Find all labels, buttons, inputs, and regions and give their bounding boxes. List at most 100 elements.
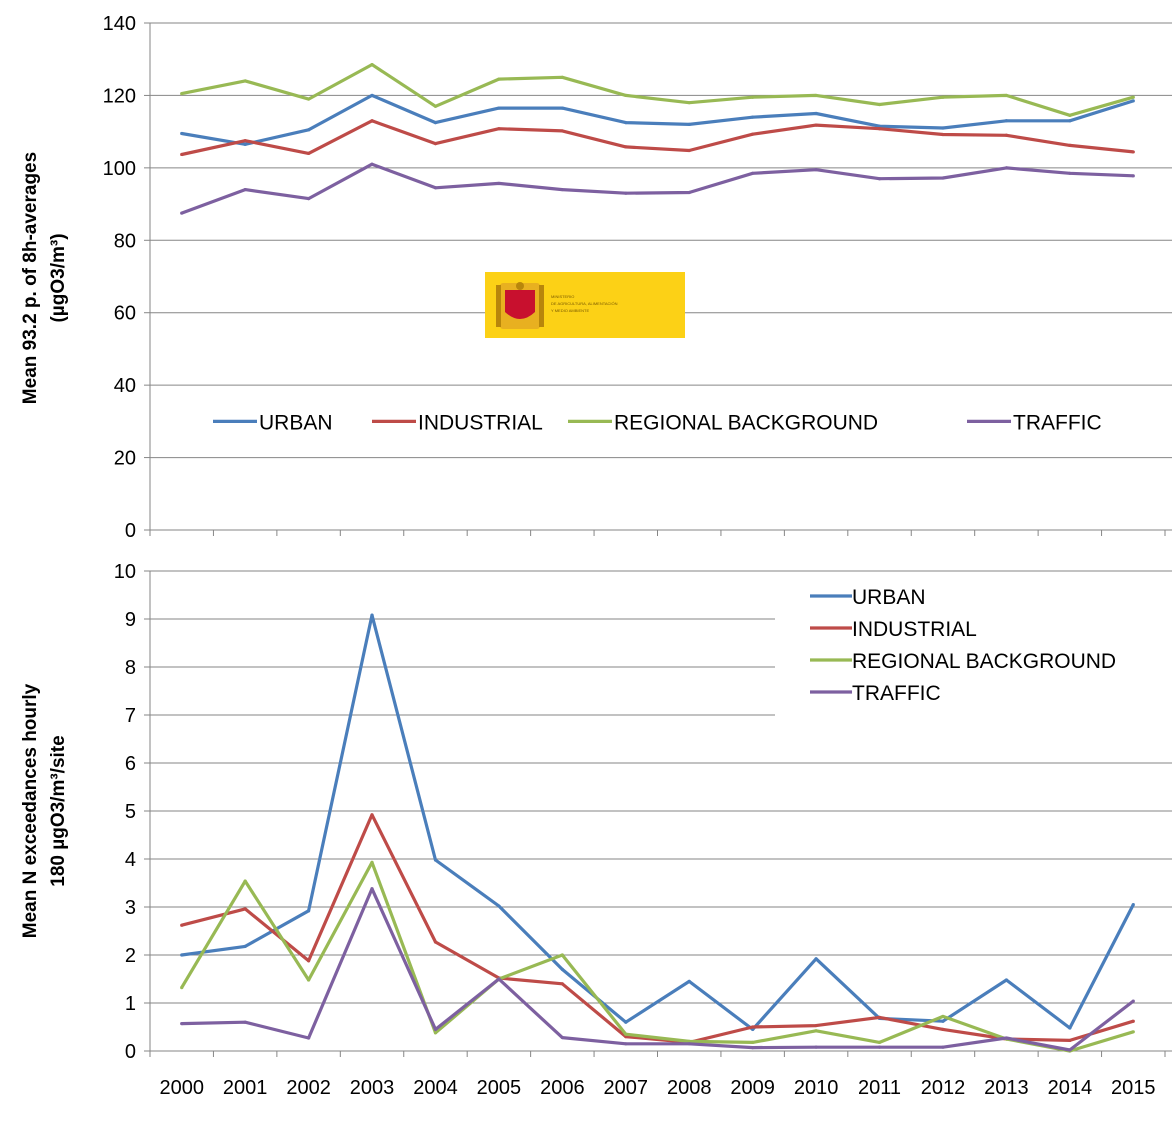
x-tick-label: 2006: [540, 1077, 585, 1099]
data-point-traffic: [243, 1020, 247, 1024]
spanish-government-crest-icon: [496, 282, 544, 329]
data-point-urban: [1131, 99, 1135, 103]
data-point-industrial: [243, 907, 247, 911]
data-point-urban: [180, 131, 184, 136]
data-point-regional-background: [941, 1014, 945, 1019]
data-point-regional-background: [1131, 1030, 1135, 1034]
data-point-traffic: [877, 177, 882, 181]
bottom-chart: 0 1 2 3 4 5 6 7 8 9 10 2000 2001 2002 2003 2004 2005 2006…: [20, 561, 1172, 1099]
data-point-urban: [1068, 119, 1072, 123]
data-point-industrial: [941, 132, 945, 137]
data-point-industrial: [687, 148, 691, 153]
data-point-urban: [751, 115, 755, 119]
legend-label-urban: URBAN: [852, 586, 926, 609]
data-point-regional-background: [370, 63, 374, 67]
data-point-traffic: [370, 887, 374, 891]
data-point-urban: [497, 106, 501, 110]
data-point-regional-background: [814, 1029, 818, 1033]
x-tick-label: 2007: [604, 1077, 649, 1099]
legend-label-regional-background: REGIONAL BACKGROUND: [852, 650, 1116, 673]
data-point-urban: [624, 120, 628, 125]
data-point-regional-background: [687, 101, 691, 105]
y-axis-label: Mean N exceedances hourly 180 µgO3/m³/sit…: [20, 683, 69, 938]
data-point-urban: [560, 967, 564, 972]
data-point-traffic: [687, 190, 691, 195]
data-point-industrial: [751, 1025, 755, 1029]
data-point-regional-background: [433, 1031, 438, 1035]
data-point-regional-background: [751, 1040, 755, 1044]
data-point-traffic: [814, 168, 818, 172]
data-point-regional-background: [306, 978, 311, 982]
data-point-traffic: [687, 1042, 691, 1046]
x-tick-label: 2005: [477, 1077, 522, 1099]
data-point-traffic: [306, 197, 311, 201]
data-point-regional-background: [1131, 95, 1135, 99]
data-point-urban: [687, 979, 691, 984]
y-tick-label: 20: [114, 448, 136, 470]
data-point-industrial: [433, 141, 438, 146]
series-line-urban: [181, 613, 1135, 1032]
y-tick-label: 4: [125, 849, 136, 871]
data-point-traffic: [180, 211, 184, 215]
y-tick-label: 2: [125, 945, 136, 967]
data-point-regional-background: [624, 1032, 628, 1036]
data-point-urban: [877, 124, 882, 128]
data-point-urban: [306, 909, 311, 913]
data-point-urban: [433, 120, 438, 125]
y-tick-label: 100: [103, 158, 136, 180]
data-point-urban: [560, 106, 564, 110]
data-point-regional-background: [941, 95, 945, 99]
y-tick-label: 5: [125, 801, 136, 823]
legend-label-traffic: TRAFFIC: [1013, 411, 1102, 434]
data-point-industrial: [433, 940, 438, 944]
data-point-traffic: [624, 1042, 628, 1046]
data-point-industrial: [1068, 143, 1072, 148]
crest-crown: [516, 282, 524, 290]
legend-label-industrial: INDUSTRIAL: [418, 411, 543, 434]
data-point-traffic: [1068, 1048, 1072, 1052]
data-point-traffic: [433, 1027, 438, 1031]
data-point-traffic: [1068, 171, 1072, 175]
y-tick-label: 40: [114, 375, 136, 397]
data-point-urban: [370, 93, 374, 98]
data-point-regional-background: [1004, 93, 1009, 98]
data-point-traffic: [306, 1036, 311, 1040]
data-point-industrial: [814, 123, 818, 127]
x-tick-label: 2011: [858, 1077, 901, 1099]
y-tick-label: 9: [125, 609, 136, 631]
y-tick-label: 1: [125, 993, 136, 1015]
y-axis-label-line1: Mean N exceedances hourly: [20, 683, 41, 938]
data-point-urban: [243, 142, 247, 146]
data-point-urban: [1068, 1026, 1072, 1030]
data-point-traffic: [497, 977, 501, 981]
data-point-urban: [941, 126, 945, 130]
legend-label-regional-background: REGIONAL BACKGROUND: [614, 411, 878, 434]
y-tick-label: 60: [114, 303, 136, 325]
data-point-industrial: [497, 127, 501, 131]
data-point-industrial: [180, 923, 184, 927]
data-point-traffic: [624, 191, 628, 195]
x-tick-label: 2004: [413, 1077, 458, 1099]
y-tick-label: 140: [103, 13, 136, 35]
data-point-industrial: [877, 1015, 882, 1020]
data-point-regional-background: [560, 75, 564, 79]
series-line-regional-background: [181, 62, 1134, 117]
data-point-urban: [1004, 978, 1009, 982]
data-point-regional-background: [180, 986, 184, 990]
data-point-urban: [814, 111, 818, 116]
data-point-traffic: [1131, 174, 1135, 178]
series-line-industrial: [181, 813, 1134, 1045]
y-tick-label: 0: [125, 1041, 136, 1063]
data-point-traffic: [433, 186, 438, 190]
data-point-regional-background: [624, 93, 628, 98]
top-chart: 0 20 40 60 80 100 120 140 Mean 93.2 p. of 8h-ave…: [20, 13, 1172, 542]
data-point-industrial: [243, 139, 247, 143]
x-tick-label: 2008: [667, 1077, 712, 1099]
y-axis-label: Mean 93.2 p. of 8h-averages (µgO3/m³): [20, 152, 69, 404]
data-point-regional-background: [370, 860, 374, 864]
data-point-industrial: [624, 145, 628, 149]
y-axis-label-line2: 180 µgO3/m³/site: [48, 735, 69, 886]
x-tick-label: 2013: [984, 1077, 1029, 1099]
